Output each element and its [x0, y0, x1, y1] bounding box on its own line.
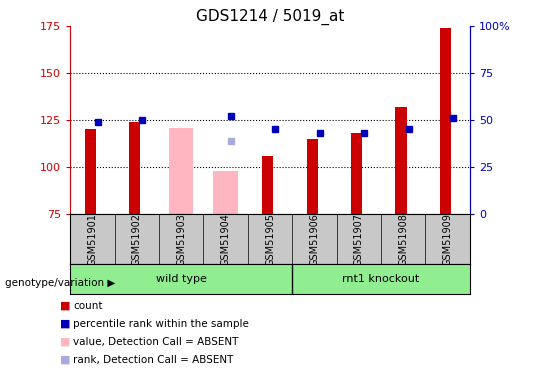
Text: wild type: wild type: [156, 274, 207, 284]
Bar: [129, 122, 140, 214]
Text: ■: ■: [59, 301, 70, 310]
Bar: [213, 171, 238, 214]
Text: ■: ■: [59, 355, 70, 364]
Text: genotype/variation ▶: genotype/variation ▶: [5, 279, 116, 288]
Bar: [262, 156, 273, 214]
Bar: [351, 133, 362, 214]
Text: percentile rank within the sample: percentile rank within the sample: [73, 319, 249, 328]
Text: rank, Detection Call = ABSENT: rank, Detection Call = ABSENT: [73, 355, 233, 364]
Bar: [85, 129, 96, 214]
Bar: [395, 107, 407, 214]
Text: ■: ■: [59, 337, 70, 346]
Bar: [307, 139, 318, 214]
Text: value, Detection Call = ABSENT: value, Detection Call = ABSENT: [73, 337, 238, 346]
Bar: [440, 28, 451, 214]
Bar: [169, 128, 193, 214]
Text: ■: ■: [59, 319, 70, 328]
Text: rnt1 knockout: rnt1 knockout: [342, 274, 420, 284]
Title: GDS1214 / 5019_at: GDS1214 / 5019_at: [196, 9, 344, 25]
Text: count: count: [73, 301, 103, 310]
